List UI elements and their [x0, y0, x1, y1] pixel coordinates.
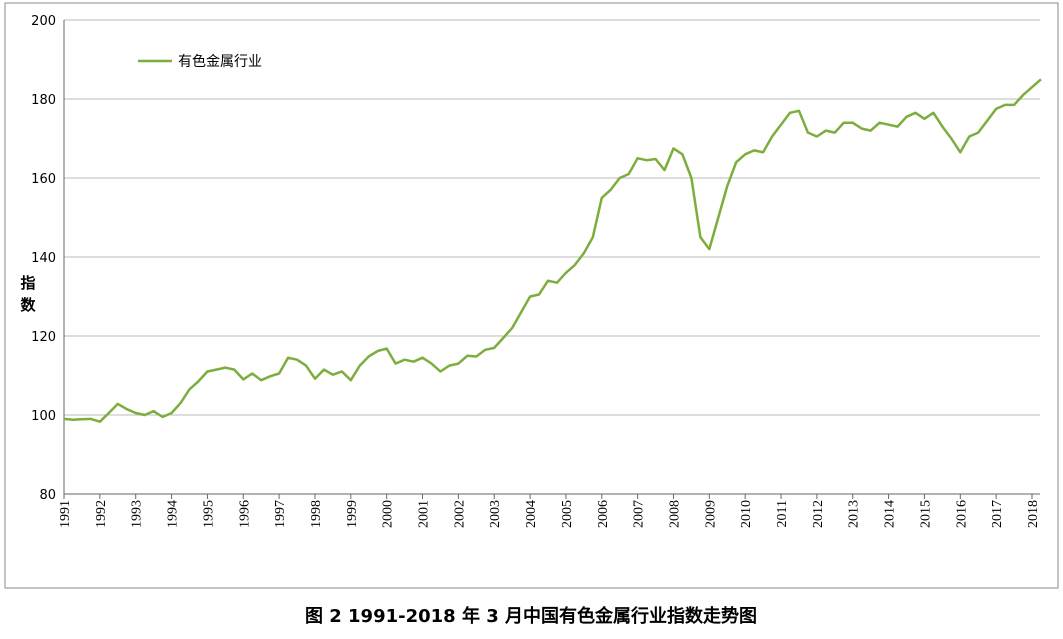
x-tick-label: 1992: [94, 500, 109, 528]
x-tick-label: 2011: [775, 500, 790, 527]
line-series: [63, 78, 1042, 423]
x-tick-label: 2015: [918, 500, 933, 528]
y-axis-label-char: 数: [20, 296, 36, 314]
x-tick-label: 2008: [667, 500, 682, 528]
y-tick-label: 120: [31, 330, 56, 345]
x-tick-label: 1995: [201, 500, 216, 528]
y-axis-label-char: 指: [20, 274, 35, 292]
y-axis-label: 指数: [20, 274, 36, 314]
x-tick-label: 1998: [309, 500, 324, 528]
x-tick-label: 2000: [381, 500, 396, 528]
y-tick-label: 140: [31, 251, 56, 266]
y-tick-label: 160: [31, 172, 56, 187]
x-tick-label: 2003: [488, 500, 503, 528]
x-tick-label: 2009: [703, 500, 718, 528]
x-tick-label: 2006: [596, 500, 611, 528]
x-tick-label: 1991: [58, 500, 73, 528]
y-tick-label: 180: [31, 93, 56, 108]
x-tick-label: 1996: [237, 500, 252, 528]
x-tick-label: 2005: [560, 500, 575, 528]
x-tick-label: 1999: [345, 500, 360, 528]
x-tick-label: 2013: [847, 500, 862, 528]
x-tick-label: 2007: [632, 500, 647, 528]
x-tick-label: 2014: [883, 500, 898, 528]
x-tick-label: 2004: [524, 500, 539, 528]
x-tick-label: 2016: [954, 500, 969, 528]
x-tick-label: 1993: [130, 500, 145, 528]
x-tick-label: 2017: [990, 500, 1005, 528]
x-tick-label: 2012: [811, 500, 826, 528]
x-tick-label: 2002: [452, 500, 467, 528]
y-tick-label: 100: [31, 409, 56, 424]
x-tick-label: 1997: [273, 500, 288, 528]
x-tick-label: 1994: [166, 500, 181, 528]
legend-label: 有色金属行业: [178, 53, 262, 70]
x-tick-label: 2018: [1026, 500, 1041, 528]
x-tick-label: 2001: [417, 500, 432, 528]
y-tick-label: 200: [31, 14, 56, 29]
x-tick-label: 2010: [739, 500, 754, 528]
chart-title: 图 2 1991-2018 年 3 月中国有色金属行业指数走势图: [305, 605, 757, 627]
y-tick-label: 80: [39, 488, 56, 503]
